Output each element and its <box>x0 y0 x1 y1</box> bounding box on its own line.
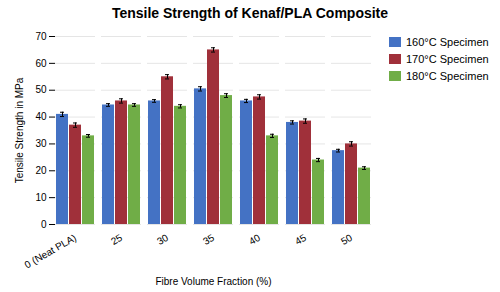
svg-text:70: 70 <box>35 31 47 42</box>
svg-text:35: 35 <box>201 232 217 247</box>
svg-text:25: 25 <box>109 232 125 247</box>
svg-text:20: 20 <box>35 165 47 176</box>
svg-text:Fibre Volume Fraction (%): Fibre Volume Fraction (%) <box>155 276 271 287</box>
svg-text:30: 30 <box>155 232 171 247</box>
svg-text:0 (Neat PLA): 0 (Neat PLA) <box>23 232 79 270</box>
svg-text:0: 0 <box>41 219 47 230</box>
html-text:170°C Specimen: 170°C Specimen <box>406 53 489 65</box>
svg-text:40: 40 <box>35 111 47 122</box>
svg-text:40: 40 <box>247 232 263 247</box>
html-text:Tensile Strength of Kenaf/PLA: Tensile Strength of Kenaf/PLA Composite <box>111 5 389 21</box>
html-text:160°C Specimen: 160°C Specimen <box>406 36 489 48</box>
svg-text:50: 50 <box>35 84 47 95</box>
svg-text:60: 60 <box>35 58 47 69</box>
svg-text:10: 10 <box>35 192 47 203</box>
svg-text:45: 45 <box>293 232 309 247</box>
svg-text:30: 30 <box>35 138 47 149</box>
html-text:180°C Specimen: 180°C Specimen <box>406 70 489 82</box>
svg-text:Tensile Strength in MPa: Tensile Strength in MPa <box>14 77 25 183</box>
svg-text:50: 50 <box>339 232 355 247</box>
